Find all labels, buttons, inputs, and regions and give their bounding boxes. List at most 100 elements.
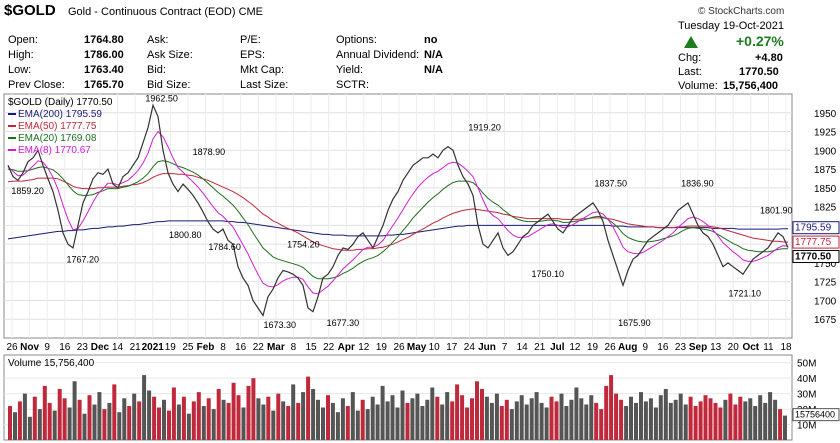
series-gold [7,103,789,317]
volume-bar [420,406,425,440]
x-tick-label: 22 [323,342,335,353]
x-tick-label: 23 [77,342,89,353]
volume-bar [668,402,673,440]
y-tick-label: 1750 [814,259,837,270]
volume-bar [639,392,643,440]
volume-bar [201,406,206,440]
x-tick-label: 21 [130,342,142,353]
volume-bar [514,401,519,440]
x-tick-label: 24 [464,342,476,353]
volume-bar [13,412,17,440]
volume-bar [589,395,594,440]
volume-bar [494,393,499,440]
y-tick-label: 1850 [814,184,837,195]
legend-entry: EMA(50) 1777.75 [18,121,97,132]
label-options: Options: [336,34,377,46]
volume-bar [489,402,494,440]
volume-bar [554,401,559,440]
volume-bar [460,395,465,440]
volume-bar [152,396,157,440]
x-tick-label: Dec [91,342,110,353]
volume-bar [728,393,733,440]
label-eps: EPS: [240,49,266,61]
volume-bar [321,407,325,440]
volume-bar [281,401,286,440]
price-tag: 1777.75 [795,237,832,248]
volume-bar [236,395,241,440]
x-tick-label: 14 [112,342,124,353]
value-open: 1764.80 [84,34,124,46]
volume-bar [499,406,504,440]
volume-bar [465,407,470,440]
volume-bar [773,399,778,440]
volume-bar [360,399,365,440]
x-tick-label: 9 [44,342,50,353]
volume-bar [335,412,340,440]
x-tick-label: 17 [446,342,458,353]
label-ask-size: Ask Size: [147,49,193,61]
volume-bar [375,404,380,440]
volume-bar [291,384,296,440]
volume-bar [221,399,226,440]
volume-bar [127,406,132,440]
volume-bar [57,389,62,440]
annotation-label: 1673.30 [264,320,297,330]
volume-bar [365,409,370,440]
annotation-label: 1859.20 [11,186,44,196]
volume-bar [629,396,633,440]
volume-bar [142,375,147,440]
volume-bar [619,399,624,440]
volume-bar [167,410,171,440]
volume-bar [599,409,604,440]
value-high: 1786.00 [84,49,124,61]
volume-bar [97,392,102,440]
x-tick-label: Sep [689,342,707,353]
price-tag-box [792,221,840,235]
x-tick-label: 13 [710,342,722,353]
volume-price-tag: 15756400 [795,410,835,420]
annotation-label: 1675.90 [618,318,651,328]
volume-bar [753,406,758,440]
x-tick-label: 20 [728,342,740,353]
volume-bar [107,402,112,440]
volume-bar [415,393,420,440]
volume-bar [340,398,345,440]
volume-bar [549,396,554,440]
volume-bar [211,409,216,440]
volume-bar [584,404,589,440]
value-low: 1763.40 [84,64,124,76]
label-sctr: SCTR: [336,79,369,91]
volume-tick-label: 30M [797,390,816,401]
volume-bar [455,384,460,440]
annotation-label: 1754.20 [287,240,320,250]
volume-bar [435,396,440,440]
volume-bar [743,401,748,440]
annotation-label: 1767.20 [67,254,100,264]
volume-bar [604,385,609,440]
volume-bar [77,399,82,440]
volume-bar [663,389,668,440]
x-tick-label: 26 [6,342,18,353]
volume-bar [509,409,514,440]
volume-bar [723,399,728,440]
y-tick-label: 1950 [814,109,837,120]
volume-bar [316,399,320,440]
x-tick-label: 26 [605,342,617,353]
volume-bar [519,395,524,440]
volume-bar [614,393,619,440]
volume-bar [132,393,137,440]
legend-entry: EMA(200) 1795.59 [18,109,102,120]
volume-bar [579,398,584,440]
volume-bar [157,407,161,440]
volume-bar [698,401,703,440]
volume-bar [17,401,22,440]
x-tick-label: 8 [291,342,297,353]
volume-bar [539,402,544,440]
volume-bar [181,396,186,440]
label-ask: Ask: [147,34,169,46]
series-ema8 [7,130,789,295]
volume-bar [47,402,52,440]
volume-bar [430,387,435,440]
